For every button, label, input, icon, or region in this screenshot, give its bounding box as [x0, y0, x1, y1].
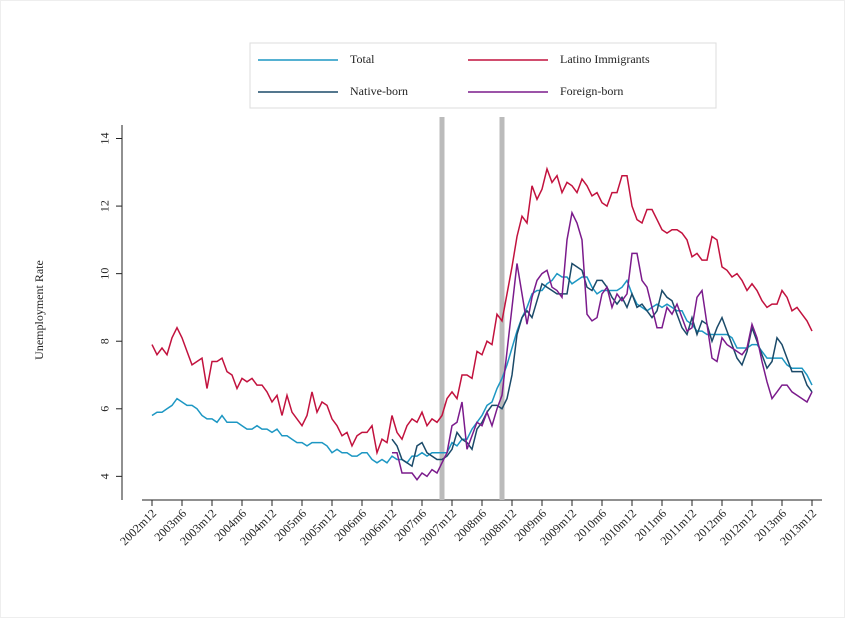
y-tick-label: 4: [98, 473, 112, 479]
legend-label: Latino Immigrants: [560, 52, 650, 66]
legend-label: Native-born: [350, 84, 408, 98]
series-line: [392, 210, 813, 481]
legend-label: Foreign-born: [560, 84, 623, 98]
series-line: [151, 166, 813, 456]
y-tick-label: 10: [98, 268, 112, 280]
legend-label: Total: [350, 52, 375, 66]
series-line: [391, 262, 813, 468]
y-tick-label: 14: [98, 133, 112, 145]
y-tick-label: 12: [98, 200, 112, 212]
y-tick-label: 8: [98, 338, 112, 344]
y-tick-label: 6: [98, 406, 112, 412]
legend-box: [249, 42, 717, 109]
y-axis-label: Unemployment Rate: [32, 260, 46, 360]
series-line: [151, 272, 813, 464]
